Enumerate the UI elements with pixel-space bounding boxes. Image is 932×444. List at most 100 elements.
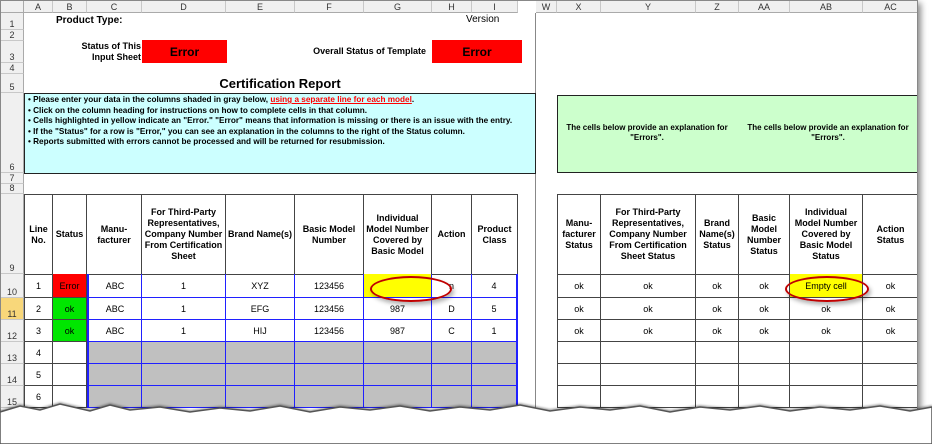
input-cell[interactable]: 123456 <box>295 298 364 320</box>
column-header[interactable]: Z <box>696 1 739 13</box>
status-column-header[interactable]: Individual Model Number Covered by Basic… <box>790 194 863 275</box>
input-cell[interactable]: C <box>432 320 472 342</box>
input-column-header[interactable]: Product Class <box>472 194 518 275</box>
input-cell[interactable] <box>472 386 518 408</box>
input-cell[interactable]: 1 <box>142 274 226 298</box>
row-header[interactable]: 12 <box>1 320 24 342</box>
column-header[interactable]: H <box>432 1 472 13</box>
column-header[interactable]: B <box>53 1 87 13</box>
input-cell[interactable]: D <box>432 298 472 320</box>
input-column-header[interactable]: Status <box>53 194 87 275</box>
row-header[interactable]: 1 <box>1 13 24 30</box>
input-cell[interactable]: XYZ <box>226 274 295 298</box>
status-cell <box>557 364 601 386</box>
column-header[interactable]: AB <box>790 1 863 13</box>
input-cell[interactable] <box>142 364 226 386</box>
status-cell <box>557 342 601 364</box>
column-header[interactable]: AC <box>863 1 917 13</box>
input-cell[interactable] <box>472 364 518 386</box>
row-header[interactable]: 11 <box>1 298 24 320</box>
input-column-header[interactable]: Line No. <box>24 194 53 275</box>
row-header[interactable]: 7 <box>1 173 24 184</box>
input-column-header[interactable]: Manu-facturer <box>87 194 142 275</box>
input-cell[interactable]: 987 <box>364 298 432 320</box>
input-cell[interactable] <box>364 364 432 386</box>
column-header[interactable]: X <box>557 1 601 13</box>
column-header[interactable]: G <box>364 1 432 13</box>
input-cell[interactable] <box>87 364 142 386</box>
select-all-corner[interactable] <box>1 1 24 13</box>
status-column-header[interactable]: Manu-facturer Status <box>557 194 601 275</box>
status-column-header[interactable]: Action Status <box>863 194 917 275</box>
input-column-header[interactable]: For Third-Party Representatives, Company… <box>142 194 226 275</box>
status-cell: ok <box>557 320 601 342</box>
input-cell[interactable] <box>226 342 295 364</box>
input-column-header[interactable]: Action <box>432 194 472 275</box>
input-cell[interactable]: n <box>432 274 472 298</box>
input-cell[interactable]: ABC <box>87 298 142 320</box>
input-cell[interactable]: 123456 <box>295 320 364 342</box>
input-cell[interactable]: ABC <box>87 320 142 342</box>
input-cell[interactable]: 1 <box>142 320 226 342</box>
status-cell <box>863 364 917 386</box>
column-header[interactable]: C <box>87 1 142 13</box>
row-header[interactable]: 8 <box>1 184 24 194</box>
input-cell[interactable] <box>364 342 432 364</box>
input-column-header[interactable]: Basic Model Number <box>295 194 364 275</box>
input-cell[interactable] <box>295 342 364 364</box>
input-cell[interactable]: 987 <box>364 320 432 342</box>
status-cell <box>601 342 696 364</box>
input-cell[interactable]: 1 <box>472 320 518 342</box>
column-header[interactable]: Y <box>601 1 696 13</box>
row-header[interactable]: 3 <box>1 41 24 63</box>
spreadsheet-window: A B C D E F G H I W X Y Z AA AB AC 1 2 3 4 5 6 7 8 9 10 11 12 13 14 1… <box>0 0 918 430</box>
separate-line-link[interactable]: using a separate line for each model <box>270 95 412 104</box>
column-header[interactable]: A <box>24 1 53 13</box>
input-cell[interactable] <box>142 386 226 408</box>
status-column-header[interactable]: Basic Model Number Status <box>739 194 790 275</box>
input-cell[interactable]: HIJ <box>226 320 295 342</box>
column-header[interactable]: E <box>226 1 295 13</box>
input-status-label: Status of This Input Sheet <box>81 41 141 62</box>
input-cell[interactable]: 1 <box>142 298 226 320</box>
input-cell[interactable] <box>295 364 364 386</box>
input-cell[interactable] <box>226 364 295 386</box>
input-cell[interactable]: ABC <box>87 274 142 298</box>
row-header[interactable]: 4 <box>1 63 24 74</box>
row-status-cell: ok <box>53 298 87 320</box>
row-header[interactable]: 10 <box>1 274 24 298</box>
line-number-cell: 6 <box>24 386 53 408</box>
row-header[interactable]: 13 <box>1 342 24 364</box>
input-cell[interactable]: 123456 <box>295 274 364 298</box>
row-header[interactable]: 9 <box>1 194 24 274</box>
status-cell: ok <box>696 298 739 320</box>
input-cell[interactable] <box>432 364 472 386</box>
input-cell[interactable] <box>142 342 226 364</box>
column-header[interactable]: F <box>295 1 364 13</box>
input-cell[interactable] <box>295 386 364 408</box>
input-cell[interactable]: EFG <box>226 298 295 320</box>
input-column-header[interactable]: Brand Name(s) <box>226 194 295 275</box>
input-cell[interactable] <box>432 342 472 364</box>
row-header[interactable]: 2 <box>1 30 24 41</box>
row-header[interactable]: 5 <box>1 74 24 93</box>
input-cell[interactable]: 5 <box>472 298 518 320</box>
status-cell: ok <box>601 320 696 342</box>
status-column-header[interactable]: For Third-Party Representatives, Company… <box>601 194 696 275</box>
input-cell[interactable] <box>87 342 142 364</box>
row-header[interactable]: 6 <box>1 93 24 173</box>
input-cell[interactable]: 4 <box>472 274 518 298</box>
input-cell[interactable] <box>472 342 518 364</box>
status-column-header[interactable]: Brand Name(s) Status <box>696 194 739 275</box>
column-header[interactable]: D <box>142 1 226 13</box>
input-column-header[interactable]: Individual Model Number Covered by Basic… <box>364 194 432 275</box>
row-status-cell: Error <box>53 274 87 298</box>
row-header[interactable]: 14 <box>1 364 24 386</box>
column-header[interactable]: I <box>472 1 518 13</box>
error-highlight-oval <box>370 276 452 302</box>
column-header[interactable]: W <box>536 1 557 13</box>
explanation-box: The cells below provide an explanation f… <box>557 95 917 173</box>
input-cell[interactable] <box>226 386 295 408</box>
column-header[interactable]: AA <box>739 1 790 13</box>
status-cell: ok <box>863 298 917 320</box>
